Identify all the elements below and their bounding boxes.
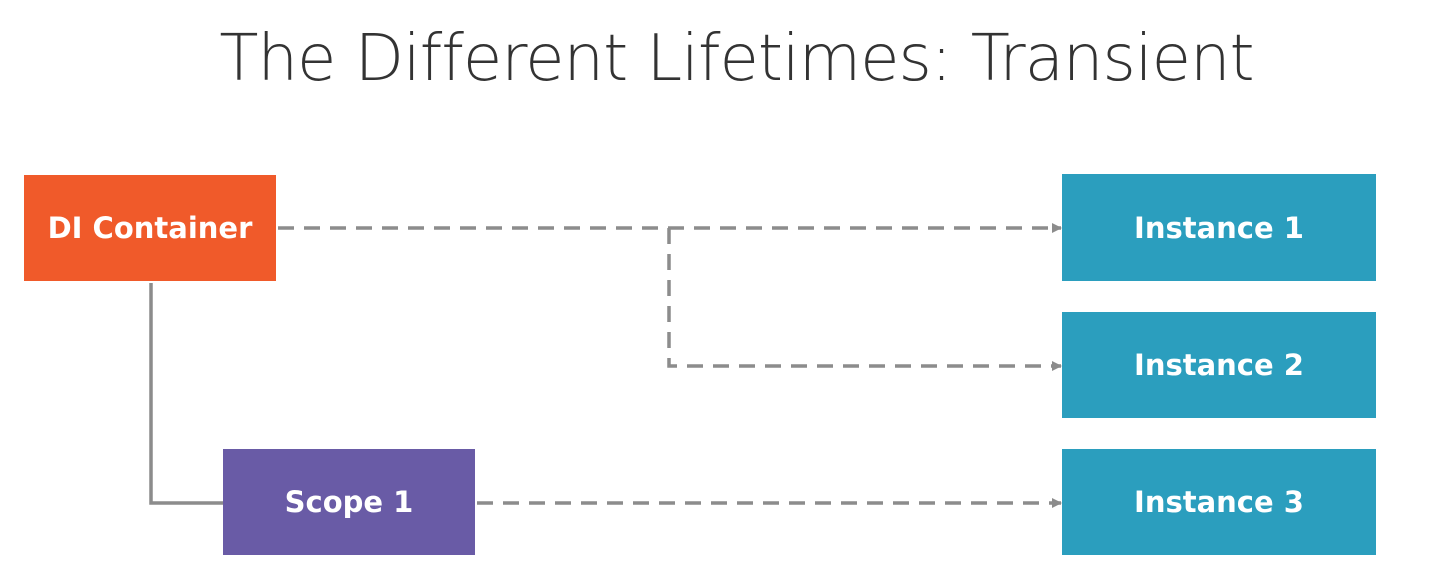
edge-container-instance-2 (667, 228, 1062, 371)
instance-1-box: Instance 1 (1062, 174, 1376, 281)
instance-3-label: Instance 3 (1134, 485, 1304, 519)
instance-2-label: Instance 2 (1134, 348, 1304, 382)
scope-1-box: Scope 1 (223, 449, 475, 555)
instance-3-box: Instance 3 (1062, 449, 1376, 555)
di-container-box: DI Container (24, 175, 276, 281)
instance-2-box: Instance 2 (1062, 312, 1376, 418)
slide-title: The Different Lifetimes: Transient (219, 22, 1254, 96)
scope-1-label: Scope 1 (284, 485, 414, 519)
di-container-label: DI Container (47, 211, 253, 245)
edge-container-scope (149, 283, 223, 505)
instance-1-label: Instance 1 (1134, 210, 1304, 245)
